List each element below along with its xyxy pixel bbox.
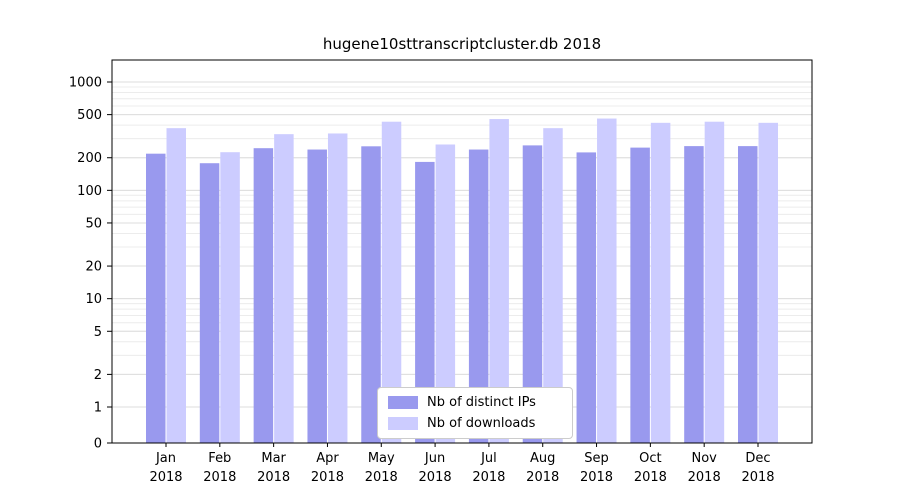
svg-text:2018: 2018 bbox=[526, 470, 559, 485]
svg-text:2018: 2018 bbox=[257, 470, 290, 485]
legend-item-downloads: Nb of downloads bbox=[388, 416, 562, 431]
svg-text:2: 2 bbox=[94, 368, 102, 383]
svg-text:May: May bbox=[368, 451, 395, 466]
svg-text:2018: 2018 bbox=[580, 470, 613, 485]
legend-item-distinct-ips: Nb of distinct IPs bbox=[388, 395, 562, 410]
svg-text:2018: 2018 bbox=[688, 470, 721, 485]
svg-text:Sep: Sep bbox=[584, 451, 609, 466]
svg-text:500: 500 bbox=[77, 108, 102, 123]
svg-text:50: 50 bbox=[85, 216, 102, 231]
svg-text:2018: 2018 bbox=[634, 470, 667, 485]
svg-text:20: 20 bbox=[85, 260, 102, 275]
svg-text:Aug: Aug bbox=[530, 451, 555, 466]
svg-text:5: 5 bbox=[94, 325, 102, 340]
svg-text:1: 1 bbox=[94, 401, 102, 416]
svg-text:10: 10 bbox=[85, 292, 102, 307]
svg-text:Nov: Nov bbox=[691, 451, 717, 466]
svg-text:Apr: Apr bbox=[316, 451, 339, 466]
svg-text:Jun: Jun bbox=[424, 451, 445, 466]
svg-text:200: 200 bbox=[77, 151, 102, 166]
legend-label-downloads: Nb of downloads bbox=[427, 416, 536, 431]
svg-text:2018: 2018 bbox=[149, 470, 182, 485]
svg-text:1000: 1000 bbox=[69, 76, 102, 91]
legend-label-distinct-ips: Nb of distinct IPs bbox=[427, 395, 536, 410]
svg-text:Dec: Dec bbox=[745, 451, 770, 466]
svg-text:2018: 2018 bbox=[365, 470, 398, 485]
svg-text:Mar: Mar bbox=[261, 451, 286, 466]
svg-text:100: 100 bbox=[77, 184, 102, 199]
svg-text:2018: 2018 bbox=[203, 470, 236, 485]
legend-swatch-downloads bbox=[388, 417, 418, 430]
chart-title: hugene10sttranscriptcluster.db 2018 bbox=[322, 35, 602, 53]
svg-text:2018: 2018 bbox=[419, 470, 452, 485]
svg-text:Feb: Feb bbox=[208, 451, 231, 466]
svg-text:Jul: Jul bbox=[480, 451, 497, 466]
svg-text:2018: 2018 bbox=[311, 470, 344, 485]
svg-text:Jan: Jan bbox=[155, 451, 176, 466]
svg-text:2018: 2018 bbox=[472, 470, 505, 485]
svg-text:Oct: Oct bbox=[639, 451, 661, 466]
svg-text:2018: 2018 bbox=[741, 470, 774, 485]
svg-text:0: 0 bbox=[94, 437, 102, 452]
legend-swatch-distinct-ips bbox=[388, 396, 418, 409]
legend: Nb of distinct IPs Nb of downloads bbox=[377, 387, 573, 439]
